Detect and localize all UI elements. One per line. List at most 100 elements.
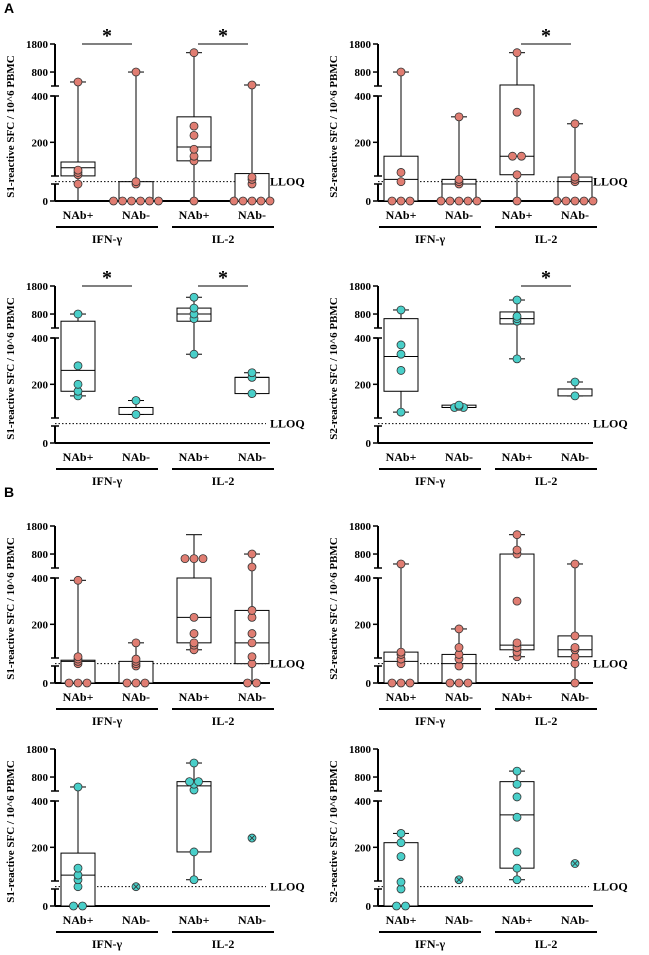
y-tick-label: 1800 (349, 744, 372, 756)
y-tick-label: 800 (355, 309, 372, 321)
data-point (570, 119, 580, 129)
y-tick-label: 800 (32, 549, 49, 561)
y-tick-label: 400 (32, 333, 49, 345)
y-tick-label: 200 (355, 379, 372, 391)
y-tick-label: 1800 (26, 744, 49, 756)
data-point (131, 410, 141, 419)
y-tick-label: 400 (32, 91, 49, 103)
x-category-label: NAb- (238, 913, 266, 927)
group-label: IL-2 (212, 474, 235, 488)
significance-star: * (218, 25, 228, 47)
data-point (189, 130, 199, 140)
y-tick-label: 800 (355, 772, 372, 784)
y-tick-label: 400 (355, 573, 372, 585)
data-point (552, 196, 562, 206)
y-tick-label: 1800 (26, 39, 49, 51)
data-point (189, 875, 199, 885)
data-point (445, 678, 455, 688)
lloq-label: LLOQ (593, 880, 628, 894)
y-tick-label: 400 (32, 573, 49, 585)
data-point (229, 196, 239, 206)
data-point (512, 311, 522, 321)
data-point (463, 678, 473, 688)
chart-panel: S2-reactive SFC / 10^6 PBMC 1800 800 400 200… (328, 267, 628, 488)
data-point (73, 361, 83, 371)
data-point (512, 48, 522, 58)
data-point (73, 309, 83, 319)
x-category-label: NAb+ (386, 690, 417, 704)
data-point (570, 377, 580, 387)
data-point-cross (249, 835, 255, 841)
data-point (454, 196, 464, 206)
lloq-label: LLOQ (270, 880, 305, 894)
data-point (109, 196, 118, 206)
data-point (392, 901, 401, 911)
y-tick-label: 400 (355, 796, 372, 808)
data-point (512, 530, 522, 540)
data-point (396, 349, 406, 359)
group-label: IL-2 (212, 714, 235, 728)
y-axis-label: S2-reactive SFC / 10^6 PBMC (328, 297, 340, 439)
y-tick-label: 400 (355, 333, 372, 345)
significance-star: * (102, 267, 112, 289)
data-point (243, 678, 252, 688)
y-axis-label: S2-reactive SFC / 10^6 PBMC (328, 537, 340, 679)
y-tick-label: 200 (355, 842, 372, 854)
data-point (512, 766, 522, 776)
x-category-label: NAb- (445, 450, 473, 464)
lloq-label: LLOQ (593, 175, 628, 189)
data-point (445, 196, 455, 206)
data-point (454, 678, 464, 688)
y-tick-label: 200 (32, 137, 49, 149)
data-point (570, 631, 580, 641)
data-point (570, 643, 580, 652)
y-tick-label: 0 (366, 438, 372, 450)
data-point (454, 624, 464, 634)
data-point (247, 629, 257, 638)
chart-panel: S2-reactive SFC / 10^6 PBMC 1800 800 400 200… (328, 25, 628, 246)
x-category-label: NAb+ (386, 450, 417, 464)
data-point (131, 678, 141, 688)
data-point (247, 368, 257, 378)
y-tick-label: 0 (43, 678, 49, 690)
x-category-label: NAb+ (63, 690, 94, 704)
data-point (265, 196, 275, 206)
data-point (405, 196, 415, 206)
group-label: IFN-γ (415, 232, 446, 246)
data-point (512, 792, 522, 802)
data-point (238, 196, 248, 206)
group-label: IFN-γ (415, 714, 446, 728)
x-category-label: NAb+ (63, 450, 94, 464)
x-category-label: NAb+ (386, 913, 417, 927)
data-point (396, 67, 406, 77)
group-label: IL-2 (535, 232, 558, 246)
data-point (561, 196, 571, 206)
data-point (396, 196, 406, 206)
x-category-label: NAb- (122, 690, 150, 704)
data-point (131, 654, 141, 664)
group-label: IL-2 (535, 714, 558, 728)
data-point (189, 758, 199, 768)
x-category-label: NAb+ (502, 450, 533, 464)
data-point (396, 838, 406, 848)
data-point (512, 875, 522, 885)
data-point (247, 652, 257, 662)
data-point (512, 779, 522, 789)
chart-panel: S2-reactive SFC / 10^6 PBMC 1800 800 400 200… (328, 521, 628, 728)
group-label: IL-2 (535, 474, 558, 488)
data-point (570, 391, 580, 401)
data-point (127, 196, 136, 206)
x-category-label: NAb- (561, 208, 589, 222)
y-axis-label: S1-reactive SFC / 10^6 PBMC (5, 537, 17, 679)
data-point (396, 177, 406, 187)
data-point (180, 554, 190, 564)
data-point (512, 596, 522, 606)
x-category-label: NAb- (445, 208, 473, 222)
data-point (454, 112, 464, 122)
data-point (570, 172, 580, 182)
data-point (73, 678, 83, 688)
x-category-label: NAb- (238, 450, 266, 464)
data-point (189, 612, 199, 622)
y-tick-label: 800 (355, 549, 372, 561)
